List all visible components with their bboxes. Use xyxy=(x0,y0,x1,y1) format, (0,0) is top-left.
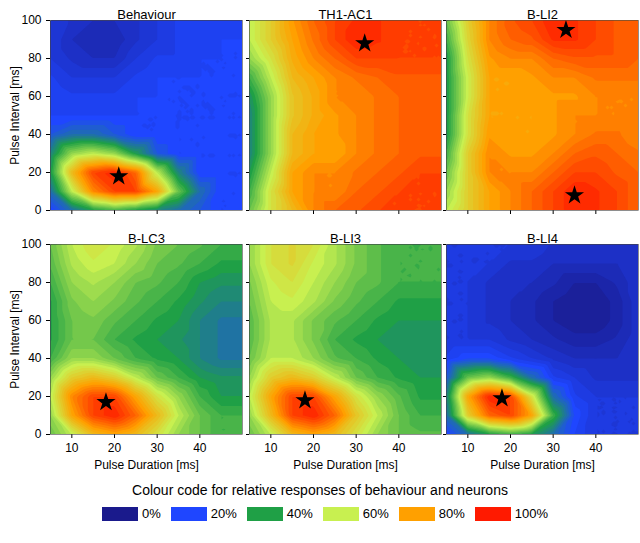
svg-text:60: 60 xyxy=(28,89,42,103)
svg-text:B-LC3: B-LC3 xyxy=(128,231,165,246)
svg-text:Behaviour: Behaviour xyxy=(117,7,176,22)
html-text:60%: 60% xyxy=(362,506,389,521)
svg-text:40: 40 xyxy=(28,351,42,365)
html-text:40%: 40% xyxy=(286,506,313,521)
svg-text:20: 20 xyxy=(28,165,42,179)
html-text:100%: 100% xyxy=(514,506,549,521)
svg-text:TH1-AC1: TH1-AC1 xyxy=(318,7,372,22)
svg-text:Pulse Interval [ms]: Pulse Interval [ms] xyxy=(8,290,22,389)
svg-text:100: 100 xyxy=(21,13,41,27)
svg-text:40: 40 xyxy=(392,441,406,455)
svg-text:60: 60 xyxy=(28,313,42,327)
svg-text:80: 80 xyxy=(28,275,42,289)
svg-text:B-LI4: B-LI4 xyxy=(527,231,558,246)
html-text:Colour code for relative respo: Colour code for relative responses of be… xyxy=(132,482,508,498)
svg-text:0: 0 xyxy=(35,427,42,441)
svg-text:30: 30 xyxy=(150,441,164,455)
svg-text:Pulse Duration [ms]: Pulse Duration [ms] xyxy=(490,458,595,472)
svg-text:40: 40 xyxy=(28,127,42,141)
svg-text:40: 40 xyxy=(589,441,603,455)
svg-text:0: 0 xyxy=(35,203,42,217)
svg-text:B-LI2: B-LI2 xyxy=(527,7,558,22)
svg-text:80: 80 xyxy=(28,51,42,65)
html-text:80%: 80% xyxy=(438,506,465,521)
svg-text:20: 20 xyxy=(307,441,321,455)
svg-text:20: 20 xyxy=(108,441,122,455)
svg-text:10: 10 xyxy=(461,441,475,455)
svg-text:10: 10 xyxy=(65,441,79,455)
svg-text:Pulse Interval [ms]: Pulse Interval [ms] xyxy=(8,66,22,165)
svg-text:10: 10 xyxy=(264,441,278,455)
html-text:20%: 20% xyxy=(210,506,237,521)
svg-text:B-LI3: B-LI3 xyxy=(330,231,361,246)
html-text:0%: 0% xyxy=(141,506,161,521)
svg-text:Pulse Duration [ms]: Pulse Duration [ms] xyxy=(94,458,199,472)
svg-text:40: 40 xyxy=(193,441,207,455)
svg-text:Pulse Duration [ms]: Pulse Duration [ms] xyxy=(293,458,398,472)
svg-text:100: 100 xyxy=(21,237,41,251)
svg-text:30: 30 xyxy=(546,441,560,455)
svg-text:30: 30 xyxy=(349,441,363,455)
svg-text:20: 20 xyxy=(504,441,518,455)
svg-text:20: 20 xyxy=(28,389,42,403)
